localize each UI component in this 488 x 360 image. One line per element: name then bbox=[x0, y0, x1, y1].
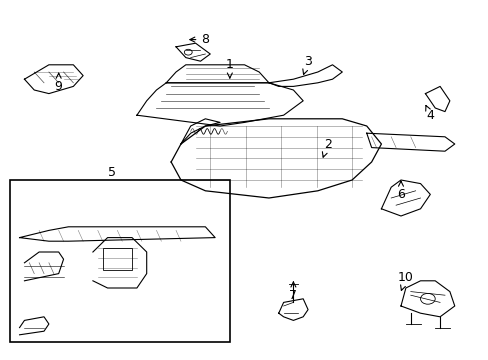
Text: 9: 9 bbox=[55, 73, 62, 93]
Bar bbox=[102, 248, 132, 270]
Text: 7: 7 bbox=[289, 282, 297, 302]
Bar bbox=[10, 180, 229, 342]
Text: 8: 8 bbox=[189, 33, 209, 46]
Text: 6: 6 bbox=[396, 181, 404, 201]
Text: 3: 3 bbox=[302, 55, 311, 75]
Text: 10: 10 bbox=[397, 271, 413, 291]
Text: 4: 4 bbox=[425, 105, 433, 122]
Text: 1: 1 bbox=[225, 58, 233, 78]
Text: 2: 2 bbox=[322, 138, 331, 157]
Text: 5: 5 bbox=[108, 166, 116, 179]
